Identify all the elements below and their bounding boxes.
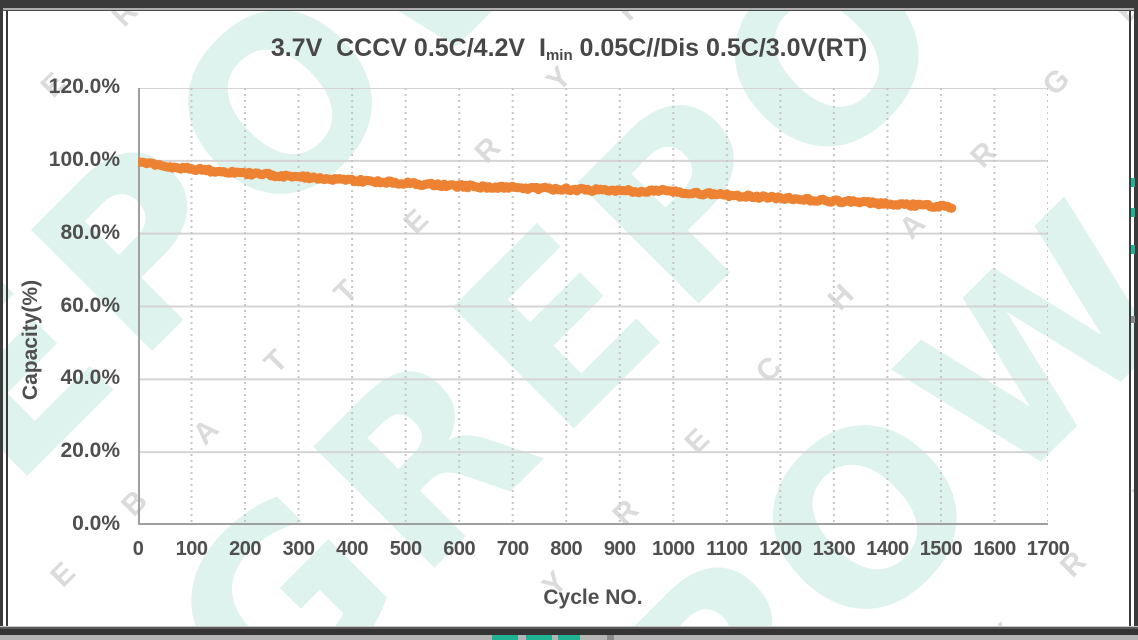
frame-left-inner xyxy=(6,11,8,626)
x-tick-label: 1200 xyxy=(759,538,802,560)
x-axis-title: Cycle NO. xyxy=(543,586,643,609)
y-tick-label: 20.0% xyxy=(60,439,120,463)
plot-area xyxy=(133,87,1049,525)
cropped-logo-fragment xyxy=(1131,316,1135,323)
x-tick-label: 700 xyxy=(496,538,529,560)
chart-title-prefix: 3.7V CCCV 0.5C/4.2V I xyxy=(270,34,546,62)
frame-right-border xyxy=(1134,0,1138,640)
x-tick-label: 400 xyxy=(336,538,369,560)
y-tick-label: 40.0% xyxy=(60,366,120,390)
x-tick-label: 300 xyxy=(282,538,315,560)
data-point xyxy=(947,203,957,213)
cropped-logo-fragment xyxy=(492,635,518,640)
x-tick-label: 1400 xyxy=(866,538,909,560)
frame-bottom-bar xyxy=(0,626,1138,635)
frame-top-bar xyxy=(0,0,1138,8)
y-tick-label: 60.0% xyxy=(60,293,120,317)
x-tick-label: 1300 xyxy=(812,538,856,560)
chart-title: 3.7V CCCV 0.5C/4.2V Imin 0.05C//Dis 0.5C… xyxy=(0,34,1138,64)
y-tick-label: 100.0% xyxy=(48,147,120,171)
frame-right-inner xyxy=(1129,11,1131,626)
frame-left-border xyxy=(0,0,3,640)
x-tick-label: 1700 xyxy=(1026,538,1070,560)
chart-title-suffix: 0.05C//Dis 0.5C/3.0V(RT) xyxy=(572,34,868,62)
x-tick-label: 600 xyxy=(443,538,476,560)
cropped-logo-fragment xyxy=(1131,208,1135,217)
cropped-logo-fragment xyxy=(1131,245,1135,254)
x-tick-label: 1100 xyxy=(706,538,748,560)
cropped-logo-fragment xyxy=(607,635,614,640)
y-tick-label: 0.0% xyxy=(72,512,120,535)
x-tick-label: 500 xyxy=(389,538,422,560)
x-tick-label: 200 xyxy=(229,538,261,560)
cropped-logo-fragment xyxy=(1131,178,1135,187)
x-tick-label: 1000 xyxy=(652,538,695,560)
x-tick-label: 100 xyxy=(175,538,208,560)
capacity-scatter-plot xyxy=(133,87,1049,525)
x-tick-label: 1500 xyxy=(919,538,963,560)
x-tick-label: 900 xyxy=(603,538,636,560)
x-tick-label: 1600 xyxy=(973,538,1016,560)
cropped-logo-fragment xyxy=(558,635,580,640)
x-tick-label: 0 xyxy=(132,538,144,560)
chart-title-subscript: min xyxy=(545,47,573,64)
cropped-logo-fragment xyxy=(526,635,552,640)
y-tick-label: 120.0% xyxy=(48,75,120,98)
x-tick-label: 800 xyxy=(550,538,583,560)
frame-top-line xyxy=(0,8,1138,10)
frame-top-line-2 xyxy=(0,10,1138,11)
y-tick-label: 80.0% xyxy=(60,220,120,244)
